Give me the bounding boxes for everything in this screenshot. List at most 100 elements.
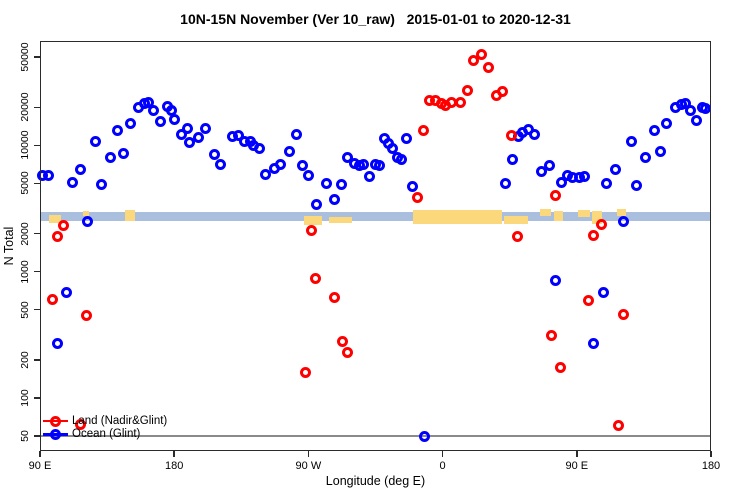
data-point-ocean xyxy=(528,128,540,140)
data-point-land xyxy=(468,54,480,66)
data-point-ocean xyxy=(214,158,226,170)
y-tick-label: 50000 xyxy=(19,42,31,72)
data-point-ocean xyxy=(95,179,107,190)
data-point-ocean xyxy=(89,135,101,147)
legend-ocean-label: Ocean (Glint) xyxy=(72,428,141,440)
y-tick-label: 100 xyxy=(19,389,31,407)
data-point-ocean xyxy=(290,128,302,140)
data-point-land xyxy=(462,84,474,96)
orange-threshold-patch xyxy=(591,210,603,224)
data-point-ocean xyxy=(499,177,511,189)
y-axis-tick xyxy=(34,435,40,437)
orange-threshold-patch xyxy=(412,209,503,225)
data-point-ocean xyxy=(419,430,431,442)
x-axis-tick xyxy=(307,451,310,457)
data-point-ocean xyxy=(104,152,116,164)
orange-threshold-patch xyxy=(617,208,626,217)
data-point-ocean xyxy=(208,149,220,161)
data-point-ocean xyxy=(43,169,55,181)
data-point-land xyxy=(505,129,517,141)
data-point-ocean xyxy=(112,125,124,137)
data-point-land xyxy=(47,294,59,306)
data-point-ocean xyxy=(401,133,413,145)
data-point-ocean xyxy=(184,137,196,149)
y-tick-label: 10000 xyxy=(19,130,31,160)
orange-threshold-patch xyxy=(554,211,564,222)
x-axis-tick xyxy=(710,451,712,457)
data-point-land xyxy=(595,219,607,231)
orange-threshold-patch xyxy=(48,215,61,223)
data-point-land xyxy=(411,191,423,203)
data-point-ocean xyxy=(654,146,666,158)
data-point-ocean xyxy=(259,168,271,180)
data-point-ocean xyxy=(507,153,519,165)
data-point-ocean xyxy=(52,337,64,349)
y-tick-label: 200 xyxy=(19,351,31,369)
data-point-ocean xyxy=(274,158,286,170)
data-point-ocean xyxy=(296,160,308,172)
x-tick-label: 180 xyxy=(701,460,721,472)
x-tick-label: 90 E xyxy=(28,460,52,472)
data-point-land xyxy=(341,346,353,358)
data-point-ocean xyxy=(169,114,181,126)
data-point-ocean xyxy=(61,287,73,299)
data-point-land xyxy=(483,61,495,73)
y-tick-label: 500 xyxy=(19,300,31,319)
data-point-land xyxy=(617,308,629,320)
data-point-ocean xyxy=(335,179,347,190)
data-point-ocean xyxy=(617,215,629,227)
data-point-ocean xyxy=(147,104,159,116)
orange-threshold-patch xyxy=(503,216,528,224)
y-tick-label: 2000 xyxy=(19,221,31,246)
x-tick-label: 90 E xyxy=(565,460,589,472)
x-axis-label: Longitude (deg E) xyxy=(325,474,426,488)
data-point-land xyxy=(299,366,311,378)
x-axis-tick xyxy=(441,451,444,457)
orange-threshold-patch xyxy=(578,209,591,218)
data-point-ocean xyxy=(364,170,376,182)
reference-line-n50 xyxy=(40,435,711,437)
data-point-ocean xyxy=(192,132,204,144)
y-axis-tick xyxy=(34,56,40,58)
y-axis-tick xyxy=(34,308,40,311)
x-axis-tick xyxy=(39,451,41,457)
data-point-ocean xyxy=(626,136,638,148)
data-point-land xyxy=(80,309,92,321)
y-axis-tick xyxy=(34,106,40,109)
y-axis-tick xyxy=(34,144,40,147)
x-axis-tick xyxy=(173,451,175,457)
data-point-ocean xyxy=(660,117,672,129)
y-tick-label: 5000 xyxy=(19,171,31,196)
data-point-ocean xyxy=(118,147,129,159)
data-point-ocean xyxy=(691,115,703,127)
data-point-ocean xyxy=(232,129,244,141)
data-point-land xyxy=(328,292,340,304)
data-point-ocean xyxy=(311,199,323,211)
data-point-land xyxy=(613,420,625,432)
data-point-ocean xyxy=(374,160,386,172)
y-axis-tick xyxy=(34,232,40,235)
orange-threshold-patch xyxy=(124,209,136,222)
data-point-ocean xyxy=(67,177,79,189)
data-point-ocean xyxy=(601,177,613,189)
data-point-land xyxy=(417,125,429,137)
data-point-land xyxy=(454,96,466,108)
data-point-ocean xyxy=(578,170,590,182)
data-point-ocean xyxy=(155,115,167,127)
legend-land-circle-marker xyxy=(50,415,61,427)
data-point-land xyxy=(310,273,322,285)
data-point-ocean xyxy=(200,123,211,135)
data-point-land xyxy=(549,190,561,202)
data-point-land xyxy=(337,336,349,347)
x-tick-label: 0 xyxy=(439,460,446,472)
data-point-land xyxy=(554,361,566,373)
data-point-ocean xyxy=(549,275,561,287)
y-tick-label: 50 xyxy=(19,430,31,442)
data-point-ocean xyxy=(610,163,622,175)
y-tick-label: 20000 xyxy=(19,92,31,122)
data-point-ocean xyxy=(639,152,651,164)
data-point-ocean xyxy=(543,160,555,172)
y-axis-tick xyxy=(34,182,40,185)
data-point-ocean xyxy=(253,143,265,155)
data-point-ocean xyxy=(396,154,408,166)
